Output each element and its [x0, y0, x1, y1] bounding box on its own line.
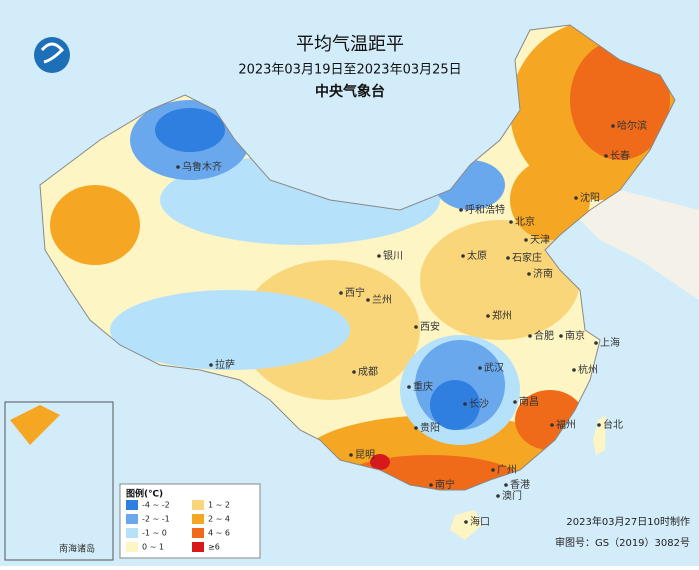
- city-label: 长沙: [469, 398, 489, 410]
- city-label: 南宁: [435, 478, 455, 491]
- city-label: 太原: [467, 249, 487, 262]
- city-dot: [574, 196, 578, 200]
- legend-label: -2 ~ -1: [142, 515, 170, 524]
- city-dot: [339, 291, 343, 295]
- legend-swatch: [192, 528, 204, 538]
- inset-label: 南海诸岛: [59, 543, 95, 555]
- legend-swatch: [192, 500, 204, 510]
- city-dot: [528, 334, 532, 338]
- city-label: 西安: [420, 320, 440, 333]
- city-label: 天津: [530, 234, 550, 246]
- city-label: 石家庄: [512, 251, 542, 264]
- city-label: 香港: [510, 479, 530, 491]
- city-dot: [349, 453, 353, 457]
- city-dot: [414, 325, 418, 329]
- city-dot: [209, 363, 213, 367]
- city-label: 郑州: [492, 309, 512, 322]
- city-dot: [464, 520, 468, 524]
- city-dot: [572, 368, 576, 372]
- city-dot: [463, 402, 467, 406]
- city-label: 合肥: [534, 329, 554, 342]
- city-label: 重庆: [413, 380, 433, 393]
- legend-swatch: [126, 542, 138, 552]
- border: [39, 24, 676, 491]
- approval-no: 审图号：GS（2019）3082号: [555, 536, 690, 549]
- city-dot: [550, 423, 554, 427]
- city-dot: [504, 483, 508, 487]
- city-label: 澳门: [502, 489, 522, 502]
- city-label: 哈尔滨: [617, 119, 647, 132]
- city-dot: [524, 238, 528, 242]
- city-dot: [496, 494, 500, 498]
- city-dot: [486, 314, 490, 318]
- city-dot: [513, 400, 517, 404]
- legend-label: 4 ~ 6: [208, 529, 230, 538]
- city-label: 乌鲁木齐: [182, 160, 222, 173]
- city-label: 南昌: [519, 395, 539, 408]
- legend-label: 1 ~ 2: [208, 501, 230, 510]
- city-label: 拉萨: [215, 358, 235, 371]
- city-dot: [506, 256, 510, 260]
- agency: 中央气象台: [315, 83, 385, 100]
- logo-mark: [40, 42, 65, 64]
- city-dot: [429, 483, 433, 487]
- city-dot: [559, 334, 563, 338]
- city-label: 昆明: [355, 449, 375, 461]
- legend-swatch: [126, 514, 138, 524]
- city-label: 北京: [515, 215, 535, 228]
- city-label: 银川: [383, 249, 403, 262]
- legend-title: 图例(℃): [126, 488, 163, 500]
- inset-land: [10, 405, 60, 445]
- city-dot: [414, 426, 418, 430]
- city-label: 西宁: [345, 286, 365, 299]
- city-dot: [461, 254, 465, 258]
- legend-label: 2 ~ 4: [208, 515, 230, 524]
- legend-swatch: [192, 542, 204, 552]
- city-dot: [459, 208, 463, 212]
- city-dot: [604, 154, 608, 158]
- legend: 图例(℃) -4 ~ -2 1 ~ 2 -2 ~ -1 2 ~ 4 -1 ~ 0 4 ~ …: [119, 483, 261, 559]
- city-label: 成都: [358, 366, 378, 378]
- city-label: 武汉: [484, 361, 504, 374]
- city-label: 杭州: [578, 363, 598, 376]
- city-label: 济南: [533, 267, 553, 280]
- legend-label: 0 ~ 1: [142, 543, 164, 552]
- city-label: 沈阳: [580, 191, 600, 204]
- legend-label: -1 ~ 0: [142, 529, 167, 538]
- city-label: 长春: [610, 150, 630, 162]
- city-label: 广州: [497, 464, 517, 476]
- city-dot: [176, 165, 180, 169]
- legend-box: [119, 483, 261, 559]
- legend-swatch: [192, 514, 204, 524]
- city-label: 南京: [565, 329, 585, 342]
- city-dot: [407, 385, 411, 389]
- city-label: 贵阳: [420, 421, 440, 434]
- made-time: 2023年03月27日10时制作: [566, 515, 690, 528]
- city-dot: [527, 272, 531, 276]
- legend-swatch: [126, 528, 138, 538]
- city-dot: [509, 220, 513, 224]
- city-dot: [366, 298, 370, 302]
- subtitle: 2023年03月19日至2023年03月25日: [238, 63, 461, 78]
- city-label: 兰州: [372, 293, 392, 306]
- city-label: 呼和浩特: [465, 204, 505, 216]
- city-label: 福州: [556, 418, 576, 431]
- city-dot: [352, 370, 356, 374]
- logo: [34, 37, 70, 73]
- city-label: 上海: [600, 336, 620, 349]
- city-dot: [478, 366, 482, 370]
- city-dot: [594, 341, 598, 345]
- neighbor-land: [560, 190, 699, 300]
- city-label: 海口: [470, 515, 490, 528]
- legend-swatch: [126, 500, 138, 510]
- city-dot: [611, 124, 615, 128]
- city-dot: [597, 423, 601, 427]
- title: 平均气温距平: [296, 34, 404, 55]
- city-label: 台北: [603, 418, 623, 431]
- legend-label: -4 ~ -2: [142, 501, 170, 510]
- city-dot: [491, 468, 495, 472]
- legend-label: ≥6: [208, 543, 220, 552]
- city-dot: [377, 254, 381, 258]
